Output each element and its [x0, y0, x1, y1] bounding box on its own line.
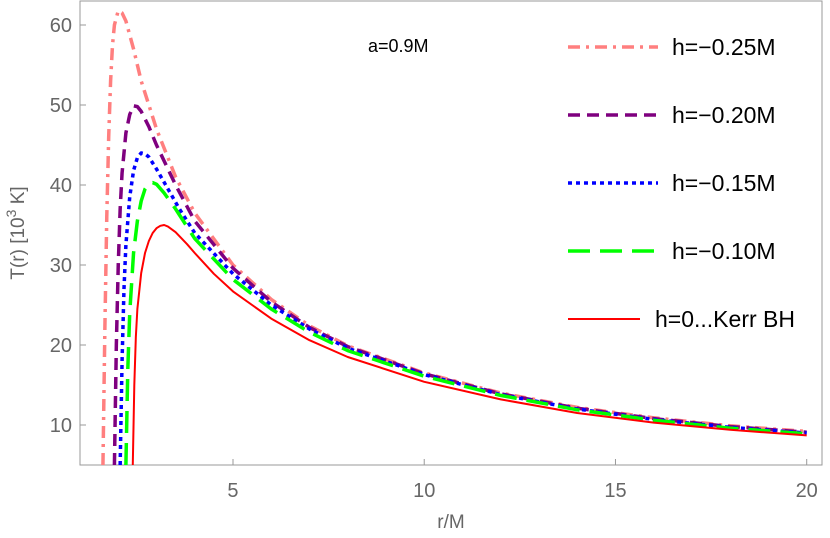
x-tick-label: 15	[604, 480, 626, 502]
x-tick-label: 10	[413, 480, 435, 502]
x-tick-label: 20	[796, 480, 818, 502]
y-tick-label: 40	[50, 175, 72, 197]
legend-label-1: h=−0.25M	[672, 34, 776, 60]
y-axis-label: T(r) [103 K]	[3, 186, 29, 279]
series-layer	[101, 8, 807, 466]
y-tick-label: 10	[50, 415, 72, 437]
series-line-2	[112, 104, 807, 466]
series-line-5	[131, 224, 807, 466]
x-tick-label: 5	[227, 480, 238, 502]
y-axis-label-superscript: 3	[3, 209, 19, 217]
y-tick-label: 20	[50, 335, 72, 357]
legend-label-4: h=−0.10M	[672, 238, 776, 264]
legend: h=−0.25M h=−0.20M h=−0.15M h=−0.10M h=0...Ke…	[568, 34, 795, 332]
legend-label-2: h=−0.20M	[672, 102, 776, 128]
spin-annotation: a=0.9M	[368, 36, 429, 56]
plot-frame	[79, 0, 823, 466]
legend-label-5: h=0...Kerr BH	[655, 306, 795, 332]
y-axis-label-tail: K]	[8, 186, 29, 209]
ticks-layer: 5 10 15 20 10 20 30 40 50 60	[50, 15, 818, 502]
series-line-4	[124, 180, 807, 466]
y-tick-label: 30	[50, 255, 72, 277]
legend-label-3: h=−0.15M	[672, 170, 776, 196]
y-tick-label: 50	[50, 95, 72, 117]
y-axis-label-main: T(r) [10	[8, 217, 29, 279]
y-tick-label: 60	[50, 15, 72, 37]
x-axis-label: r/M	[437, 512, 464, 533]
series-line-1	[101, 8, 807, 466]
